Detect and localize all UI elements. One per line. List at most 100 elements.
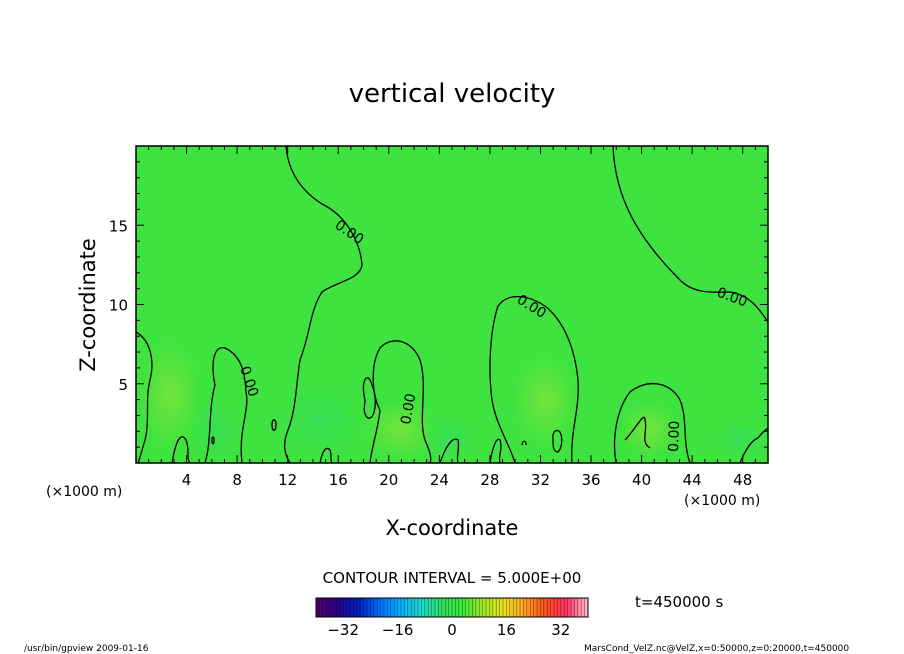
footer-left: /usr/bin/gpview 2009-01-16 bbox=[24, 644, 149, 654]
colorbar-cell bbox=[326, 598, 330, 617]
colorbar-cell bbox=[479, 598, 483, 617]
y-tick-label: 5 bbox=[118, 376, 128, 394]
colorbar-cell bbox=[438, 598, 443, 617]
time-label: t=450000 s bbox=[635, 593, 723, 611]
colorbar-cell bbox=[411, 598, 415, 617]
contour-line bbox=[362, 377, 376, 419]
colorbar-cell bbox=[543, 598, 548, 617]
x-tick-label: 28 bbox=[480, 471, 499, 489]
colorbar-cell bbox=[387, 598, 392, 617]
colorbar-cell bbox=[489, 598, 494, 617]
x-tick-label: 16 bbox=[329, 471, 348, 489]
colorbar-cell bbox=[322, 598, 327, 617]
colorbar-cell bbox=[509, 598, 514, 617]
colorbar-cell bbox=[431, 598, 436, 617]
colorbar-cell bbox=[356, 598, 361, 617]
contour-line bbox=[271, 419, 277, 431]
colorbar-cell bbox=[574, 598, 579, 617]
colorbar-tick-label: 32 bbox=[551, 621, 570, 639]
contour-line bbox=[369, 340, 432, 463]
colorbar-cell bbox=[435, 598, 439, 617]
colorbar-cell bbox=[571, 598, 575, 617]
colorbar-cell bbox=[448, 598, 453, 617]
colorbar-cell bbox=[557, 598, 562, 617]
x-tick-label: 48 bbox=[733, 471, 752, 489]
x-tick-label: 8 bbox=[232, 471, 242, 489]
colorbar-cell bbox=[441, 598, 446, 617]
colorbar-tick-label: −32 bbox=[327, 621, 359, 639]
colorbar-cell bbox=[316, 598, 320, 617]
colorbar-cell bbox=[353, 598, 358, 617]
colorbar-cell bbox=[455, 598, 460, 617]
colorbar-cell bbox=[537, 598, 541, 617]
chart-title: vertical velocity bbox=[349, 79, 556, 109]
colorbar-cell bbox=[560, 598, 565, 617]
colorbar-cell bbox=[428, 598, 432, 617]
colorbar-cell bbox=[475, 598, 480, 617]
x-tick-label: 44 bbox=[683, 471, 702, 489]
colorbar-cell bbox=[350, 598, 354, 617]
colorbar-cell bbox=[360, 598, 364, 617]
colorbar-cell bbox=[465, 598, 470, 617]
colorbar-cell bbox=[503, 598, 507, 617]
colorbar-cell bbox=[506, 598, 511, 617]
colorbar-cell bbox=[445, 598, 449, 617]
colorbar-cell bbox=[584, 598, 589, 617]
colorbar-cell bbox=[581, 598, 585, 617]
colorbar-cell bbox=[394, 598, 398, 617]
colorbar-cell bbox=[462, 598, 466, 617]
colorbar-cell bbox=[414, 598, 419, 617]
colorbar-cell bbox=[458, 598, 463, 617]
colorbar-cell bbox=[343, 598, 347, 617]
contour-label: 0.00 bbox=[666, 420, 683, 452]
contour-line bbox=[136, 331, 153, 463]
colorbar-cell bbox=[472, 598, 477, 617]
contour-line bbox=[612, 146, 768, 323]
contour-label: 0.00 bbox=[398, 392, 419, 425]
colorbar-cell bbox=[577, 598, 582, 617]
colorbar-cell bbox=[550, 598, 555, 617]
contour-line bbox=[489, 295, 579, 463]
colorbar-cell bbox=[333, 598, 337, 617]
colorbar-cell bbox=[564, 598, 568, 617]
contour-interval-label: CONTOUR INTERVAL = 5.000E+00 bbox=[323, 569, 582, 587]
colorbar-cell bbox=[384, 598, 388, 617]
x-tick-label: 4 bbox=[182, 471, 192, 489]
colorbar-ticks: −32 −16 0 16 32 bbox=[327, 621, 570, 639]
contour-line bbox=[521, 440, 527, 446]
colorbar-tick-label: 16 bbox=[497, 621, 516, 639]
colorbar-cell bbox=[540, 598, 545, 617]
colorbar-cell bbox=[397, 598, 402, 617]
colorbar-cell bbox=[421, 598, 426, 617]
colorbar-tick-label: −16 bbox=[382, 621, 414, 639]
colorbar-cell bbox=[520, 598, 524, 617]
colorbar-cell bbox=[373, 598, 378, 617]
colorbar-cell bbox=[492, 598, 497, 617]
colorbar-frame bbox=[315, 597, 589, 618]
x-unit-label-left: (×1000 m) bbox=[46, 484, 122, 500]
colorbar-cell bbox=[377, 598, 381, 617]
contour-line bbox=[284, 146, 363, 463]
x-axis-title: X-coordinate bbox=[386, 516, 519, 540]
y-axis-ticks: 5 10 15 bbox=[109, 161, 768, 448]
colorbar-cell bbox=[390, 598, 395, 617]
colorbar-tick-label: 0 bbox=[447, 621, 457, 639]
colorbar-cell bbox=[424, 598, 429, 617]
colorbar-cell bbox=[513, 598, 517, 617]
y-axis-title: Z-coordinate bbox=[76, 238, 100, 372]
colorbar-cell bbox=[346, 598, 351, 617]
x-axis-ticks: 4 8 12 16 20 24 28 32 36 40 44 48 bbox=[148, 146, 756, 489]
contour-lines bbox=[136, 146, 768, 463]
contour-line bbox=[439, 438, 460, 463]
x-tick-label: 32 bbox=[531, 471, 550, 489]
colorbar-cell bbox=[370, 598, 375, 617]
colorbar-cell bbox=[554, 598, 558, 617]
contour-line bbox=[204, 347, 248, 463]
x-tick-label: 40 bbox=[632, 471, 651, 489]
colorbar-cell bbox=[496, 598, 500, 617]
contour-line bbox=[489, 438, 502, 463]
colorbar-cell bbox=[567, 598, 572, 617]
x-tick-label: 36 bbox=[581, 471, 600, 489]
colorbar-cell bbox=[469, 598, 473, 617]
y-tick-label: 10 bbox=[109, 297, 128, 315]
